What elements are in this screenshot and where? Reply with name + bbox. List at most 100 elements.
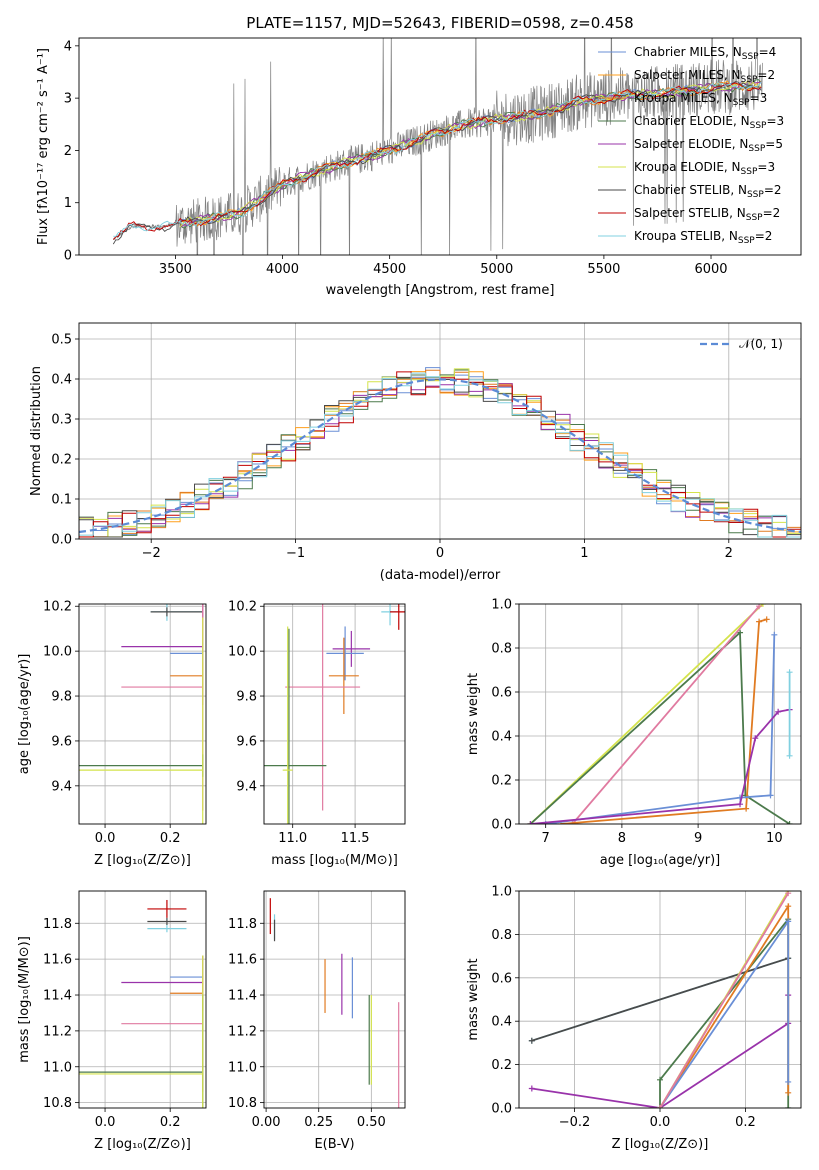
weight_vs_age-xtick-label: 9: [694, 831, 702, 846]
weight_vs_age-marker: [786, 752, 793, 759]
chart-layer: 3500 4000 4500 5000 5500 6000 0 1 2 3 4 wavelength …: [17, 37, 802, 1152]
spectrum-frame: [78, 37, 802, 256]
weight_vs_age-series-line: [529, 604, 764, 824]
weight_vs_Z-ylabel: mass weight: [466, 958, 481, 1040]
spectrum-model-line: [113, 81, 762, 237]
residuals-ytick-label: 0.0: [51, 533, 72, 548]
mass_vs_Z-ytick-label: 11.4: [43, 989, 72, 1004]
mass_vs_EBV-xlabel: E(B-V): [314, 1137, 354, 1152]
gaussian-curve: [79, 378, 801, 534]
age_vs_Z-ytick-label: 9.8: [51, 690, 72, 705]
age_vs_mass-ytick-label: 10.2: [228, 600, 257, 615]
age_vs_Z-ytick-label: 10.2: [43, 600, 72, 615]
weight_vs_age-marker: [786, 669, 793, 676]
weight_vs_Z-xtick-label: 0.0: [650, 1115, 671, 1130]
residuals-xtick-label: 0: [436, 546, 444, 561]
mass_vs_Z-frame: [78, 890, 207, 1109]
mass_vs_EBV-points: [269, 898, 400, 1108]
weight_vs_Z-series-line: [659, 903, 790, 1108]
mass_vs_Z-points: [79, 899, 204, 1108]
weight_vs_age-marker: [771, 631, 778, 638]
age_vs_Z-points: [79, 604, 204, 824]
weight_vs_age-marker: [743, 805, 750, 812]
weight_vs_age-series-line: [529, 630, 791, 824]
legend-entry: Salpeter STELIB, NSSP=2: [634, 206, 780, 223]
spectrum-xtick-label: 6000: [694, 262, 727, 277]
weight_vs_age-ytick-label: 0.6: [491, 686, 512, 701]
residuals-ytick-label: 0.4: [51, 373, 72, 388]
age_vs_Z-xtick-label: 0.2: [160, 831, 181, 846]
weight_vs_age-series-line: [530, 708, 790, 824]
age_vs_Z-ytick-label: 9.4: [51, 779, 72, 794]
spectrum-data-line: [113, 38, 763, 255]
weight_vs_age-xtick-label: 10: [766, 831, 783, 846]
mass_vs_EBV-xtick-label: 0.50: [357, 1115, 386, 1130]
spectrum-ytick-label: 4: [64, 39, 72, 54]
residuals-xtick-label: −2: [142, 546, 161, 561]
weight_vs_Z-marker: [657, 1076, 663, 1083]
weight_vs_age-marker: [737, 801, 744, 808]
residuals-ytick-label: 0.3: [51, 413, 72, 428]
residuals-ylabel: Normed distribution: [29, 366, 44, 496]
weight_vs_Z-marker: [785, 903, 792, 910]
weight_vs_Z-ytick-label: 0.2: [491, 1058, 512, 1073]
weight_vs_age-marker: [737, 629, 744, 636]
spectrum-xtick-label: 5500: [587, 262, 620, 277]
age_vs_mass-xlabel: mass [log₁₀(M/M⊙)]: [271, 853, 398, 868]
spectrum-ytick-label: 1: [64, 196, 72, 211]
legend-entry: Salpeter ELODIE, NSSP=5: [634, 137, 783, 154]
weight_vs_age-marker: [527, 821, 534, 824]
spectrum-xtick-label: 5000: [480, 262, 513, 277]
spectrum-ytick-label: 0: [64, 249, 72, 264]
legend-entry: Kroupa STELIB, NSSP=2: [634, 229, 772, 246]
mass_vs_Z-xtick-label: 0.2: [160, 1115, 181, 1130]
weight_vs_Z-marker: [528, 1085, 535, 1092]
residuals-axes: −2 −1 0 1 2 0.0 0.1 0.2 0.3 0.4 0.5: [51, 323, 801, 561]
age_vs_mass-ytick-label: 9.4: [236, 779, 257, 794]
mass_vs_Z-ylabel: mass [log₁₀(M/M⊙)]: [17, 936, 32, 1063]
mass_vs_EBV-axes: 0.00 0.25 0.50 10.8 11.0 11.2 11.4 11.6 11.8: [228, 891, 405, 1130]
mass_vs_Z-ytick-label: 11.6: [43, 953, 72, 968]
weight_vs_Z-marker: [528, 1037, 535, 1044]
weight_vs_Z-frame: [518, 890, 802, 1109]
weight_vs_age-ytick-label: 0.0: [491, 818, 512, 833]
weight_vs_age-marker: [759, 604, 766, 607]
age_vs_Z-ytick-label: 10.0: [43, 645, 72, 660]
residuals-ytick-label: 0.1: [51, 493, 72, 508]
spectrum-model-line: [179, 80, 761, 227]
weight_vs_age-series-line: [545, 634, 776, 824]
weight_vs_Z-lines: [528, 891, 792, 1108]
weight_vs_age-marker: [752, 735, 759, 742]
age_vs_Z-frame: [78, 603, 207, 825]
residual-histograms: [79, 367, 801, 538]
legend-entry: Kroupa MILES, NSSP=3: [634, 91, 767, 108]
weight_vs_Z-marker: [785, 1078, 792, 1085]
residuals-ytick-label: 0.5: [51, 333, 72, 348]
figure-title: PLATE=1157, MJD=52643, FIBERID=0598, z=0…: [246, 14, 633, 32]
legend-entry: Chabrier STELIB, NSSP=2: [634, 183, 782, 200]
weight_vs_age-lines: [527, 604, 793, 824]
mass_vs_EBV-ytick-label: 11.6: [228, 953, 257, 968]
mass_vs_EBV-ytick-label: 11.8: [228, 917, 257, 932]
mass_vs_Z-ytick-label: 11.2: [43, 1024, 72, 1039]
mass_vs_Z-ytick-label: 11.8: [43, 917, 72, 932]
residuals-xlabel: (data-model)/error: [380, 568, 501, 583]
weight_vs_age-ylabel: mass weight: [466, 673, 481, 755]
age_vs_Z-axes: 0.0 0.2 9.4 9.6 9.8 10.0 10.2: [43, 600, 206, 846]
weight_vs_age-marker: [569, 821, 576, 824]
legend-entry: Chabrier MILES, NSSP=4: [634, 45, 776, 62]
weight_vs_Z-series-line: [659, 918, 790, 1108]
spectrum-ytick-label: 2: [64, 144, 72, 159]
age_vs_mass-frame: [263, 603, 406, 825]
mass_vs_EBV-ytick-label: 11.4: [228, 989, 257, 1004]
mass_vs_Z-xtick-label: 0.0: [95, 1115, 116, 1130]
weight_vs_age-ytick-label: 0.2: [491, 774, 512, 789]
age_vs_mass-ytick-label: 9.6: [236, 734, 257, 749]
weight_vs_age-xlabel: age [log₁₀(age/yr)]: [600, 853, 721, 868]
spectrum-xlabel: wavelength [Angstrom, rest frame]: [326, 283, 555, 298]
weight_vs_Z-xtick-label: 0.2: [735, 1115, 756, 1130]
age_vs_mass-points: [264, 604, 405, 824]
weight_vs_Z-ytick-label: 0.4: [491, 1015, 512, 1030]
weight_vs_Z-marker: [785, 918, 792, 925]
